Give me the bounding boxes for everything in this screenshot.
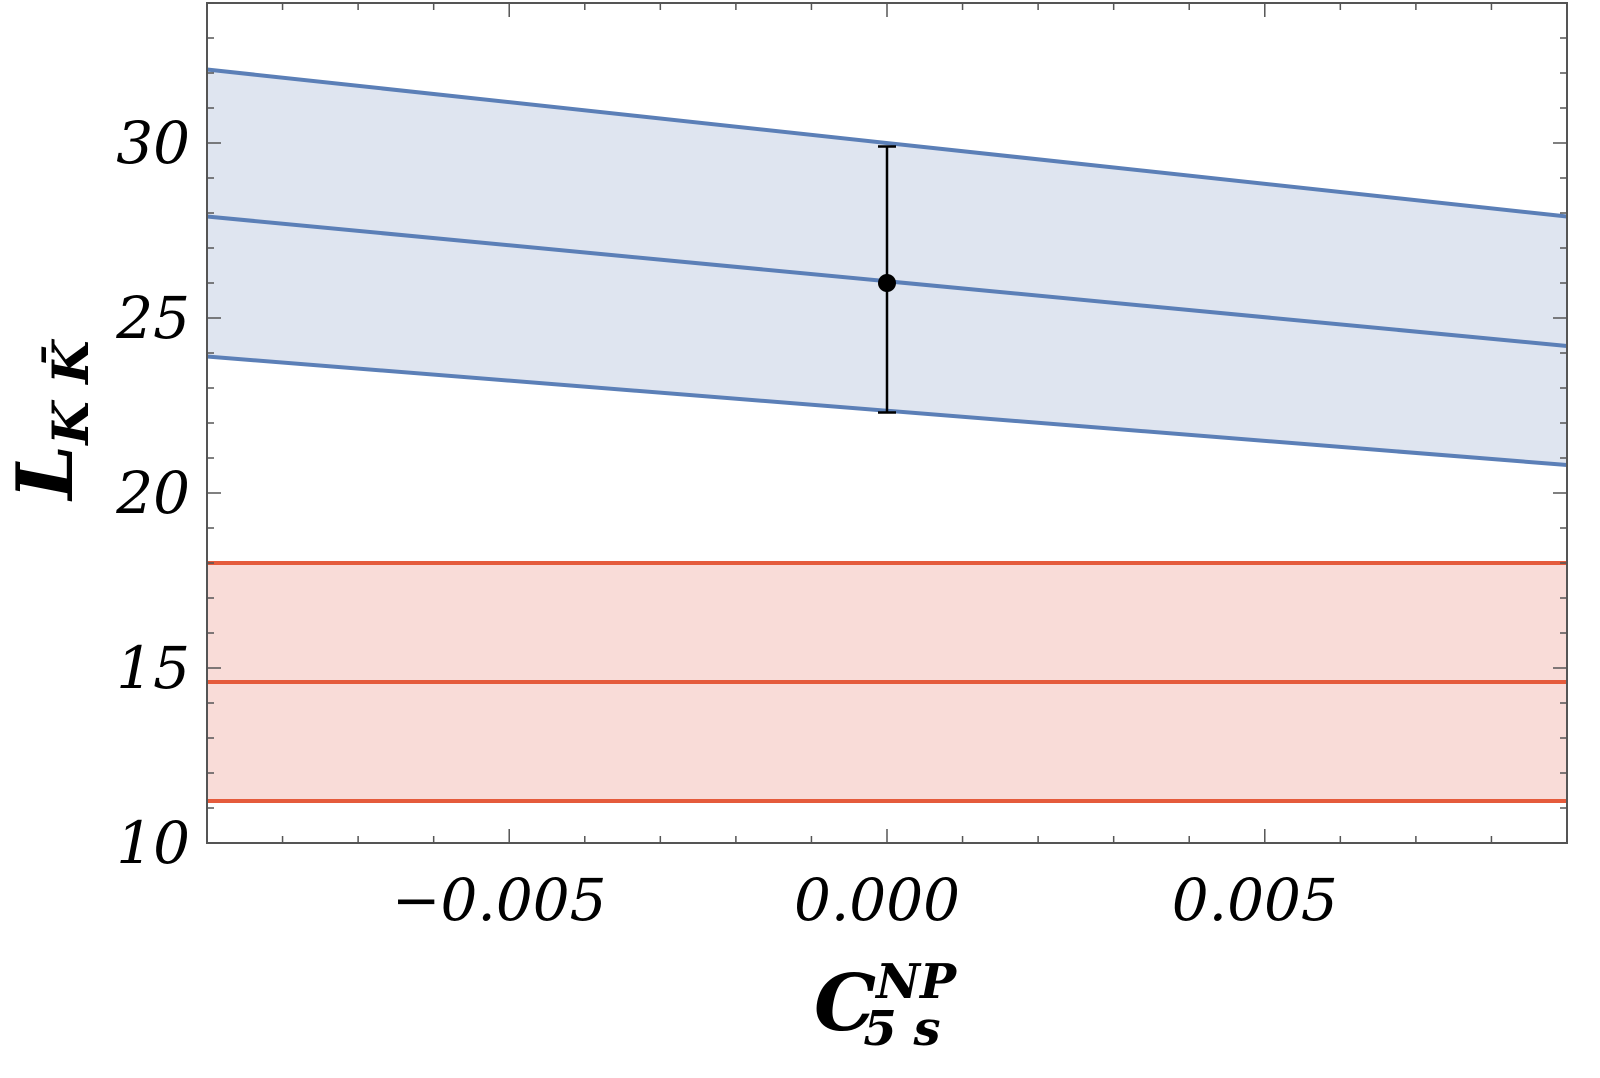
y-tick-label: 10 [116, 809, 190, 877]
x-axis-label-subscript: 5 s [863, 1001, 940, 1057]
y-tick-label: 15 [116, 634, 190, 702]
x-tick-label: 0.000 [794, 866, 960, 934]
y-axis-label-base: L [0, 445, 91, 502]
y-axis-label: LK K̄ [0, 338, 100, 502]
x-axis-label-superscript: NP [874, 954, 958, 1010]
series-0-upper-line [206, 67, 1568, 219]
ticks-layer [206, 2, 1568, 844]
x-axis-label: CNP 5 s [814, 954, 958, 1057]
y-axis-label-subscript: K K̄ [40, 338, 100, 447]
y-axis-label-group: LK K̄ [0, 338, 100, 502]
y-tick-label: 25 [115, 284, 190, 352]
points-layer [878, 145, 896, 414]
point-0-marker [878, 274, 896, 292]
y-tick-label: 30 [116, 109, 190, 177]
x-axis-label-base: C [814, 958, 876, 1049]
tick-labels-layer: −0.005 0.000 0.005 10 15 20 25 30 [115, 109, 1338, 934]
y-tick-label: 20 [115, 459, 190, 527]
x-tick-label: −0.005 [392, 866, 607, 934]
x-tick-label: 0.005 [1172, 866, 1338, 934]
